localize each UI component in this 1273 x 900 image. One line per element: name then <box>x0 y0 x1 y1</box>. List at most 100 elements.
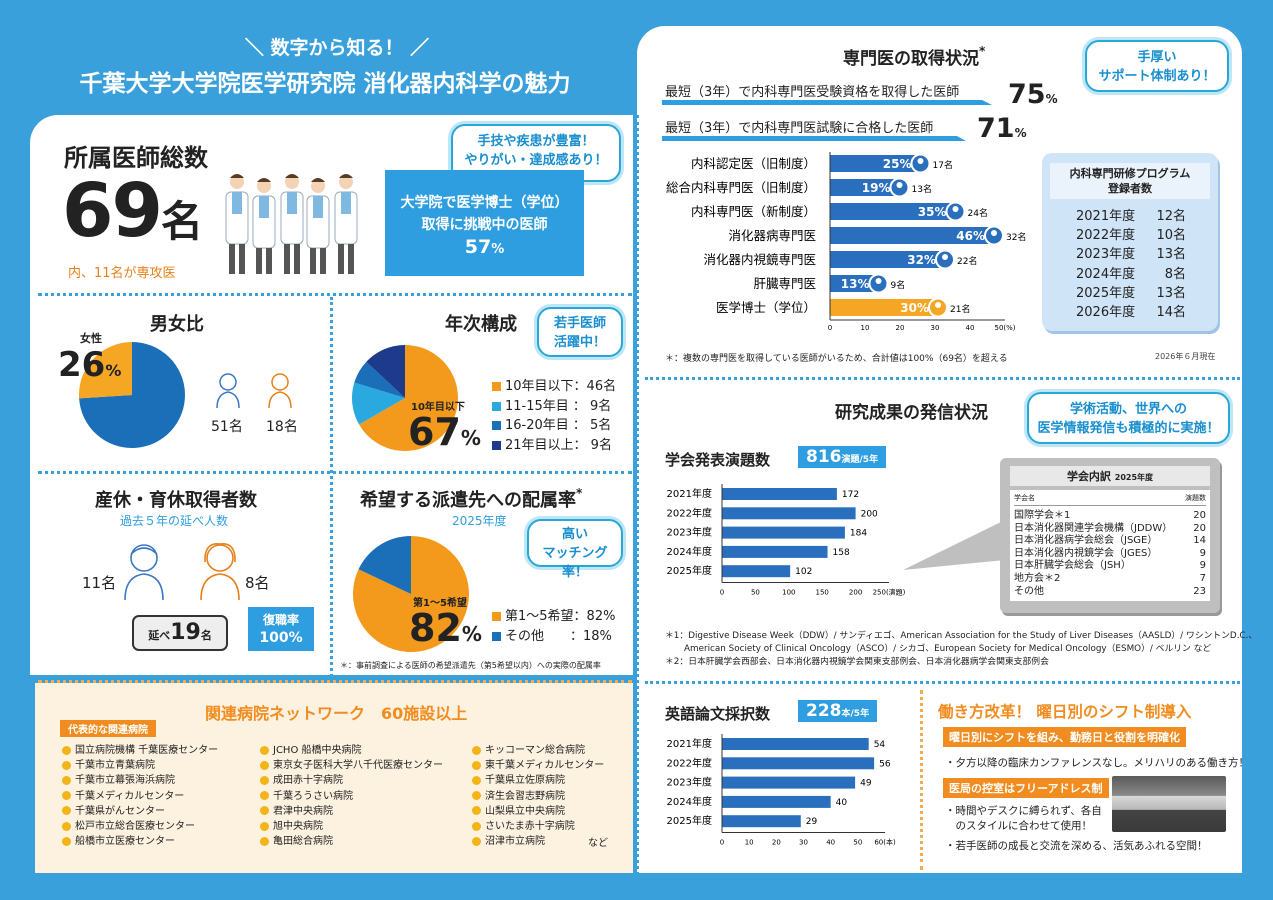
hospital-item: 山梨県立中央病院 <box>472 804 604 819</box>
hospital-name: 東千葉メディカルセンター <box>485 760 605 772</box>
person-icon-head <box>935 302 941 308</box>
callout-line: 活躍中！ <box>553 335 606 350</box>
legend-swatch <box>492 421 501 430</box>
breakdown-row: その他 23 <box>1014 586 1206 599</box>
legend-swatch <box>492 382 501 391</box>
bullet-icon <box>260 821 269 831</box>
legend-item: 10年目以下：46名 <box>492 377 616 397</box>
pct-unit: % <box>460 426 481 450</box>
society-count: 9 <box>1199 547 1206 559</box>
gender-pie <box>79 342 185 448</box>
society-name: 日本消化器関連学会機構（JDDW） <box>1014 522 1173 534</box>
doctor-leg <box>338 244 344 274</box>
workstyle-tag2: 医局の控室はフリーアドレス制 <box>943 778 1109 798</box>
return-box: 復職率 100% <box>248 607 314 651</box>
value-label: 102 <box>795 567 812 577</box>
hospital-item: 松戸市立総合医療センター <box>62 819 218 834</box>
return-label: 復職率 <box>262 613 299 627</box>
header-sub: ＼ 数字から知る！ ／ <box>244 37 430 59</box>
value-label: 200 <box>861 509 878 519</box>
program-count: 8名 <box>1164 266 1186 282</box>
callout-line: やりがい・達成感あり！ <box>464 153 608 168</box>
bullet-icon <box>62 760 71 770</box>
pie-slice <box>352 382 405 425</box>
paper-num: 228 <box>806 701 842 721</box>
years-pie <box>352 345 458 451</box>
category-label: 2025年度 <box>667 814 712 827</box>
program-row: 2023年度 13名 <box>1076 245 1218 264</box>
tick-label: 40 <box>966 324 975 332</box>
legend-label: 第1〜5希望：82% <box>505 609 616 624</box>
hospital-item: 千葉ろうさい病院 <box>260 789 443 804</box>
doctor-scrubs <box>313 196 323 218</box>
hospital-name: 千葉県立佐原病院 <box>485 775 565 787</box>
paper-unit: 本 <box>841 709 851 719</box>
line1-value: 75 <box>1008 79 1046 110</box>
breakdown-row: 日本消化器内視鏡学会（JGES） 9 <box>1014 548 1206 561</box>
program-count: 10名 <box>1156 228 1186 244</box>
legend-item: 21年目以上： 9名 <box>492 436 616 456</box>
program-row: 2022年度 10名 <box>1076 226 1218 245</box>
hospital-name: 成田赤十字病院 <box>273 775 343 787</box>
hospital-item: 君津中央病院 <box>260 804 443 819</box>
hospital-name: 東京女子医科大学八千代医療センター <box>273 760 443 772</box>
gender-heading: 男女比 <box>150 314 204 335</box>
doctor-hair <box>311 178 325 182</box>
specialist-date: 2026年６月現在 <box>1155 352 1216 361</box>
program-year: 2022年度 <box>1076 228 1136 244</box>
doctors-illustration <box>225 174 358 274</box>
category-label: 医学博士（学位） <box>716 300 816 315</box>
bar <box>722 545 828 558</box>
hospital-name: 済生会習志野病院 <box>485 790 565 802</box>
bar <box>722 526 845 539</box>
program-row: 2025年度 13名 <box>1076 284 1218 303</box>
hospital-item: 成田赤十字病院 <box>260 773 443 788</box>
tick-label: 250(演題) <box>873 588 906 597</box>
value-label: 25% <box>883 157 912 171</box>
callout-line: 高い <box>561 527 588 542</box>
bar <box>830 299 935 316</box>
callout-line: サポート体制あり！ <box>1098 69 1216 84</box>
hospital-item: 千葉市立幕張海浜病院 <box>62 773 218 788</box>
phd-pct-value: 57 <box>464 236 492 258</box>
paper-total: 228本/5年 <box>798 700 878 722</box>
leave-sub: 過去５年の延べ人数 <box>120 514 229 528</box>
doctor-hair <box>230 174 244 178</box>
program-row: 2021年度 12名 <box>1076 207 1218 226</box>
specialist-title: 専門医の取得状況 <box>843 49 979 69</box>
leave-female: 8名 <box>245 574 270 592</box>
bar <box>830 203 953 220</box>
bullet-icon <box>472 791 481 801</box>
hospital-item: 船橋市立医療センター <box>62 834 218 849</box>
line2-pct: 71% <box>977 113 1027 144</box>
hospital-item: キッコーマン総合病院 <box>472 743 604 758</box>
office-photo <box>1112 776 1226 832</box>
hospital-name: 千葉メディカルセンター <box>75 790 185 802</box>
program-count: 14名 <box>1156 305 1186 321</box>
legend-label: 11-15年目 ： 9名 <box>505 398 612 414</box>
hospital-name: 千葉市立青葉病院 <box>75 760 155 772</box>
hospital-item: 千葉県立佐原病院 <box>472 773 604 788</box>
value-label: 56 <box>879 759 891 769</box>
category-label: 2022年度 <box>667 756 712 769</box>
network-col3: キッコーマン総合病院東千葉メディカルセンター 千葉県立佐原病院 済生会習志野病院 山梨… <box>472 743 604 849</box>
doctor-head <box>339 175 353 189</box>
hospital-item: 東京女子医科大学八千代医療センター <box>260 758 443 773</box>
legend-item: 16-20年目 ： 5名 <box>492 416 616 436</box>
line1-underline <box>662 100 992 105</box>
years-legend: 10年目以下：46名 11-15年目 ： 9名 16-20年目 ： 5名 21年目以上… <box>492 377 616 455</box>
value-label: 54 <box>874 740 886 750</box>
category-label: 2021年度 <box>667 737 712 750</box>
male-icon <box>216 373 240 409</box>
category-label: 内科認定医（旧制度） <box>691 156 816 171</box>
female-pct: 26% <box>58 345 121 385</box>
tick-label: 20 <box>896 324 905 332</box>
doctor-scrubs <box>341 192 351 214</box>
tick-label: 60(本) <box>874 838 896 847</box>
program-box: 内科専門研修プログラム 登録者数 2021年度 12名 2022年度 10名 2023年… <box>1042 153 1218 331</box>
pie-slice <box>79 342 185 448</box>
hospital-name: 山梨県立中央病院 <box>485 805 565 817</box>
doctors-number: 69 <box>62 168 163 254</box>
hospital-name: 千葉ろうさい病院 <box>273 790 353 802</box>
